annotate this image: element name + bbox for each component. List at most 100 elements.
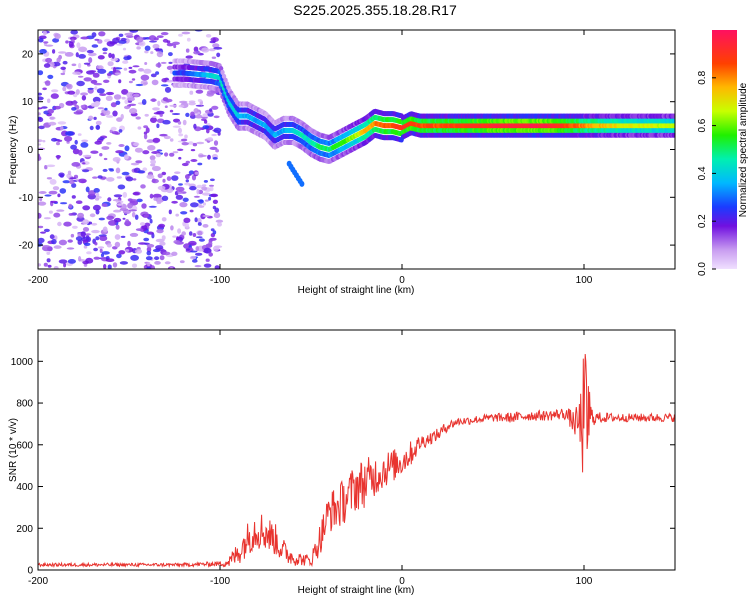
spectrogram-noise-speckle bbox=[152, 115, 157, 118]
spectrogram-noise-speckle bbox=[210, 193, 219, 198]
spectrogram-noise-speckle bbox=[190, 149, 196, 152]
spectrogram-noise-speckle bbox=[198, 205, 205, 208]
spectrogram-noise-speckle bbox=[136, 46, 141, 50]
spectrogram-noise-speckle bbox=[40, 231, 46, 234]
spectrogram-noise-speckle bbox=[114, 209, 120, 213]
spectrogram-noise-speckle bbox=[188, 170, 195, 175]
spectrogram-noise-speckle bbox=[103, 264, 107, 269]
spectrogram-noise-speckle bbox=[193, 195, 200, 198]
spectrogram-noise-speckle bbox=[192, 233, 197, 237]
spectrogram-noise-speckle bbox=[197, 99, 202, 102]
spectrogram-noise-speckle bbox=[120, 113, 124, 120]
spectrogram-noise-speckle bbox=[106, 177, 115, 182]
spectrogram-noise-speckle bbox=[118, 79, 122, 84]
spectrogram-noise-speckle bbox=[38, 92, 42, 96]
spectrogram-noise-speckle bbox=[152, 107, 160, 111]
spectrogram-noise-speckle bbox=[208, 48, 216, 52]
spectrogram-noise-speckle bbox=[156, 35, 164, 38]
spectrogram-noise-speckle bbox=[124, 105, 131, 110]
spectrogram-noise-speckle bbox=[101, 251, 110, 255]
spectrogram-noise-speckle bbox=[146, 266, 151, 269]
spectrogram-noise-speckle bbox=[113, 217, 122, 223]
spectrogram-noise-speckle bbox=[113, 194, 123, 198]
spectrogram-noise-speckle bbox=[67, 170, 72, 175]
spectrogram-noise-speckle bbox=[195, 104, 205, 107]
spectrogram-noise-speckle bbox=[78, 178, 87, 184]
spectrogram-noise-speckle bbox=[124, 249, 130, 252]
spectrogram-ridge-cell bbox=[220, 69, 225, 75]
spectrogram-noise-speckle bbox=[149, 193, 154, 199]
spectrogram-noise-speckle bbox=[93, 82, 103, 86]
spectrogram-noise-speckle bbox=[50, 93, 59, 99]
spectrogram-noise-speckle bbox=[212, 157, 218, 160]
spectrogram-noise-speckle bbox=[112, 110, 118, 117]
spectrogram-noise-speckle bbox=[190, 250, 198, 253]
spectrogram-noise-speckle bbox=[185, 160, 190, 164]
spectrogram-y-label: Frequency (Hz) bbox=[8, 116, 19, 185]
spectrogram-noise-speckle bbox=[216, 52, 221, 58]
spectrogram-noise-speckle bbox=[179, 202, 188, 208]
spectrogram-noise-speckle bbox=[169, 109, 174, 113]
spectrogram-noise-speckle bbox=[138, 68, 144, 72]
spectrogram-noise-speckle bbox=[111, 131, 119, 135]
spectrogram-noise-speckle bbox=[197, 217, 202, 224]
spectrogram-noise-speckle bbox=[53, 105, 61, 110]
spectrogram-noise-speckle bbox=[43, 228, 50, 233]
spectrogram-noise-speckle bbox=[59, 188, 67, 194]
spectrogram-noise-speckle bbox=[81, 95, 87, 101]
spectrogram-noise-speckle bbox=[164, 86, 172, 93]
spectrogram-noise-speckle bbox=[98, 217, 106, 221]
spectrogram-noise-speckle bbox=[82, 227, 90, 232]
spectrogram-noise-speckle bbox=[60, 66, 66, 71]
spectrogram-noise-speckle bbox=[135, 160, 143, 164]
spectrogram-noise-speckle bbox=[172, 41, 180, 45]
spectrogram-noise-speckle bbox=[166, 79, 175, 83]
spectrogram-noise-speckle bbox=[57, 221, 62, 227]
spectrogram-noise-speckle bbox=[184, 134, 188, 139]
spectrogram-noise-speckle bbox=[209, 108, 213, 112]
spectrogram-noise-speckle bbox=[190, 159, 198, 162]
spectrogram-noise-speckle bbox=[42, 30, 47, 36]
spectrogram-noise-speckle bbox=[215, 149, 220, 153]
spectrogram-noise-speckle bbox=[173, 44, 177, 49]
spectrogram-noise-speckle bbox=[172, 235, 177, 238]
spectrogram-noise-speckle bbox=[122, 47, 127, 51]
spectrogram-noise-speckle bbox=[154, 48, 163, 51]
colorbar-tick-label: 0.2 bbox=[697, 214, 708, 228]
spectrogram-noise-speckle bbox=[208, 252, 213, 257]
spectrogram-noise-speckle bbox=[106, 142, 112, 145]
spectrogram-noise-speckle bbox=[177, 121, 182, 125]
spectrogram-noise-speckle bbox=[87, 87, 94, 90]
spectrogram-noise-speckle bbox=[203, 119, 208, 124]
spectrogram-noise-speckle bbox=[52, 49, 56, 54]
spectrogram-noise-speckle bbox=[158, 223, 166, 228]
spectrogram-noise-speckle bbox=[67, 90, 76, 95]
spectrogram-noise-speckle bbox=[77, 212, 84, 219]
spectrogram-noise-speckle bbox=[110, 126, 117, 131]
spectrogram-noise-speckle bbox=[94, 140, 102, 145]
spectrogram-noise-speckle bbox=[130, 254, 140, 261]
spectrogram-noise-speckle bbox=[143, 214, 149, 218]
snr-y-tick-label: 1000 bbox=[11, 357, 34, 368]
spectrogram-noise-speckle bbox=[97, 246, 105, 249]
spectrogram-noise-speckle bbox=[76, 80, 85, 87]
spectrogram-noise-speckle bbox=[67, 259, 76, 264]
spectrogram-noise-speckle bbox=[121, 96, 126, 100]
spectrogram-noise-speckle bbox=[97, 175, 103, 179]
spectrogram-noise-speckle bbox=[43, 63, 51, 68]
spectrogram-noise-speckle bbox=[202, 192, 211, 196]
spectrogram-noise-speckle bbox=[161, 235, 166, 241]
spectrogram-noise-speckle bbox=[41, 106, 48, 109]
spectrogram-noise-speckle bbox=[202, 202, 206, 206]
spectrogram-noise-speckle bbox=[58, 172, 65, 178]
spectrogram-noise-speckle bbox=[53, 245, 62, 249]
spectrogram-noise-speckle bbox=[83, 245, 88, 249]
spectrogram-noise-speckle bbox=[60, 125, 64, 131]
spectrogram-noise-speckle bbox=[169, 138, 174, 142]
spectrogram-noise-speckle bbox=[213, 212, 221, 219]
spectrogram-noise-speckle bbox=[159, 133, 168, 137]
spectrogram-noise-speckle bbox=[188, 141, 194, 145]
spectrogram-noise-speckle bbox=[93, 256, 101, 260]
spectrogram-noise-speckle bbox=[115, 224, 120, 230]
